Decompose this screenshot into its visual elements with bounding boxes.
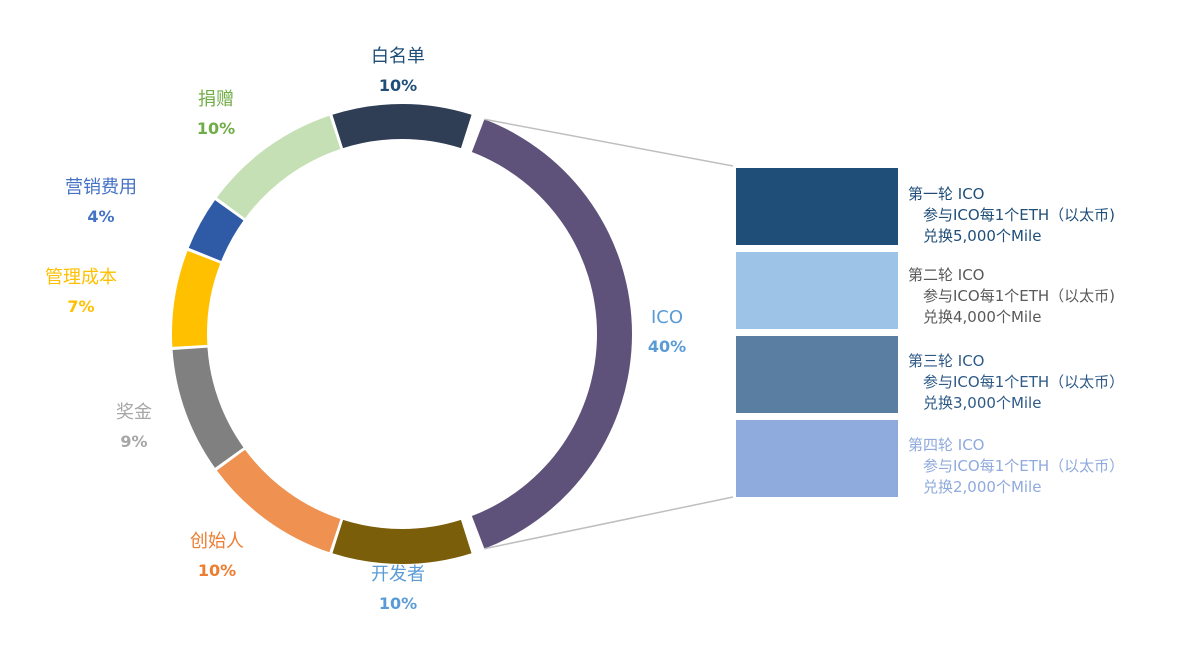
slice-8-value: 10% (197, 119, 235, 138)
slice-7-value: 4% (87, 207, 114, 226)
slice-8-label: 捐赠 (198, 89, 234, 110)
slice-1-value: 10% (379, 76, 417, 95)
donut-slices (172, 103, 632, 564)
slice-7-label: 营销费用 (65, 177, 137, 198)
slice-1-label: 白名单 (371, 46, 425, 67)
slice-8 (216, 115, 341, 219)
slice-5-value: 9% (120, 432, 147, 451)
slice-5 (172, 347, 244, 468)
slice-5-label: 奖金 (116, 402, 152, 423)
slice-2 (471, 119, 632, 549)
slice-6-label: 管理成本 (45, 267, 117, 288)
slice-7 (188, 200, 244, 261)
slice-4-label: 创始人 (190, 531, 244, 552)
slice-2-value: 40% (648, 337, 686, 356)
connector-line-1 (484, 118, 734, 167)
slice-4 (216, 449, 341, 553)
slice-4-value: 10% (198, 561, 236, 580)
slice-6 (172, 250, 221, 347)
slice-3 (332, 519, 472, 564)
slice-labels: 白名单 10% ICO 40% 开发者 10% 创始人 10% 奖金 9% 管理成本 7% 营销费用 4%… (45, 46, 686, 613)
connector-line-2 (484, 496, 734, 550)
slice-3-label: 开发者 (371, 564, 425, 585)
breakdown-connector-lines (484, 118, 734, 550)
slice-2-label: ICO (651, 307, 683, 328)
slice-3-value: 10% (379, 594, 417, 613)
slice-1 (332, 103, 472, 149)
slice-6-value: 7% (67, 297, 94, 316)
